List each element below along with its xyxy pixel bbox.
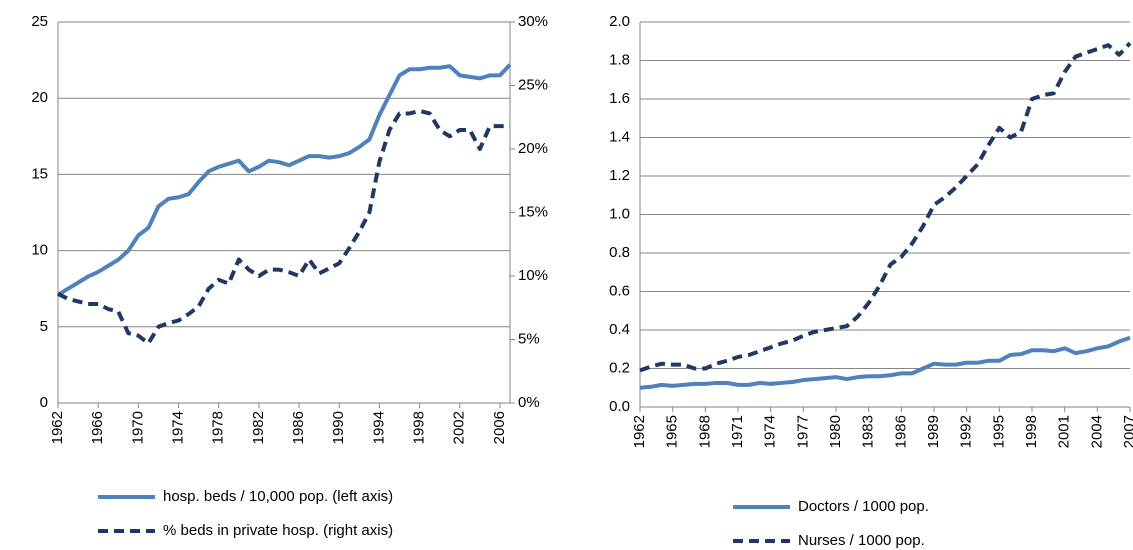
y2-tick-label: 25% xyxy=(518,76,548,93)
x-tick-label: 1995 xyxy=(990,415,1007,448)
x-tick-label: 1965 xyxy=(664,415,681,448)
x-tick-label: 2006 xyxy=(491,411,508,444)
y-tick-label: 0.2 xyxy=(609,359,630,376)
y-tick-label: 1.8 xyxy=(609,51,630,68)
x-tick-label: 1982 xyxy=(250,411,267,444)
y-tick-label: 1.0 xyxy=(609,205,630,222)
x-tick-label: 1998 xyxy=(1023,415,1040,448)
series-line xyxy=(56,63,512,297)
x-tick-label: 1986 xyxy=(290,411,307,444)
y-tick-label: 0 xyxy=(40,394,48,411)
x-tick-label: 1966 xyxy=(89,411,106,444)
series-line xyxy=(57,108,510,346)
x-tick-label: 1968 xyxy=(696,415,713,448)
x-tick-label: 2001 xyxy=(1056,415,1073,448)
x-tick-label: 2002 xyxy=(451,411,468,444)
x-tick-label: 1994 xyxy=(370,411,387,444)
y2-tick-label: 30% xyxy=(518,13,548,30)
y-tick-label: 1.2 xyxy=(609,167,630,184)
x-tick-label: 1986 xyxy=(892,415,909,448)
legend-label: hosp. beds / 10,000 pop. (left axis) xyxy=(163,488,393,505)
series-line xyxy=(639,335,1131,390)
x-tick-label: 1992 xyxy=(958,415,975,448)
legend-label: Nurses / 1000 pop. xyxy=(798,532,925,549)
x-tick-label: 1974 xyxy=(762,415,779,448)
x-tick-label: 1983 xyxy=(860,415,877,448)
x-tick-label: 1962 xyxy=(631,415,648,448)
legend-label: Doctors / 1000 pop. xyxy=(798,498,929,515)
x-tick-label: 2004 xyxy=(1088,415,1105,448)
y-tick-label: 25 xyxy=(31,13,48,30)
x-tick-label: 1977 xyxy=(794,415,811,448)
x-tick-label: 1971 xyxy=(729,415,746,448)
x-tick-label: 1974 xyxy=(170,411,187,444)
y-tick-label: 10 xyxy=(31,242,48,259)
y-tick-label: 0.0 xyxy=(609,398,630,415)
series-line xyxy=(639,41,1132,373)
y-tick-label: 0.4 xyxy=(609,321,630,338)
x-tick-label: 1970 xyxy=(129,411,146,444)
x-tick-label: 2007 xyxy=(1121,415,1133,448)
y-tick-label: 1.6 xyxy=(609,90,630,107)
y-tick-label: 15 xyxy=(31,165,48,182)
x-tick-label: 1998 xyxy=(411,411,428,444)
y-tick-label: 20 xyxy=(31,89,48,106)
y-tick-label: 1.4 xyxy=(609,128,630,145)
y2-tick-label: 20% xyxy=(518,140,548,157)
x-tick-label: 1978 xyxy=(210,411,227,444)
legend-label: % beds in private hosp. (right axis) xyxy=(163,522,393,539)
y-tick-label: 5 xyxy=(40,318,48,335)
y2-tick-label: 5% xyxy=(518,330,540,347)
y-tick-label: 2.0 xyxy=(609,13,630,30)
x-tick-label: 1989 xyxy=(925,415,942,448)
x-tick-label: 1962 xyxy=(49,411,66,444)
y2-tick-label: 10% xyxy=(518,267,548,284)
y2-tick-label: 0% xyxy=(518,394,540,411)
x-tick-label: 1990 xyxy=(330,411,347,444)
y2-tick-label: 15% xyxy=(518,203,548,220)
y-tick-label: 0.8 xyxy=(609,244,630,261)
y-tick-label: 0.6 xyxy=(609,282,630,299)
x-tick-label: 1980 xyxy=(827,415,844,448)
